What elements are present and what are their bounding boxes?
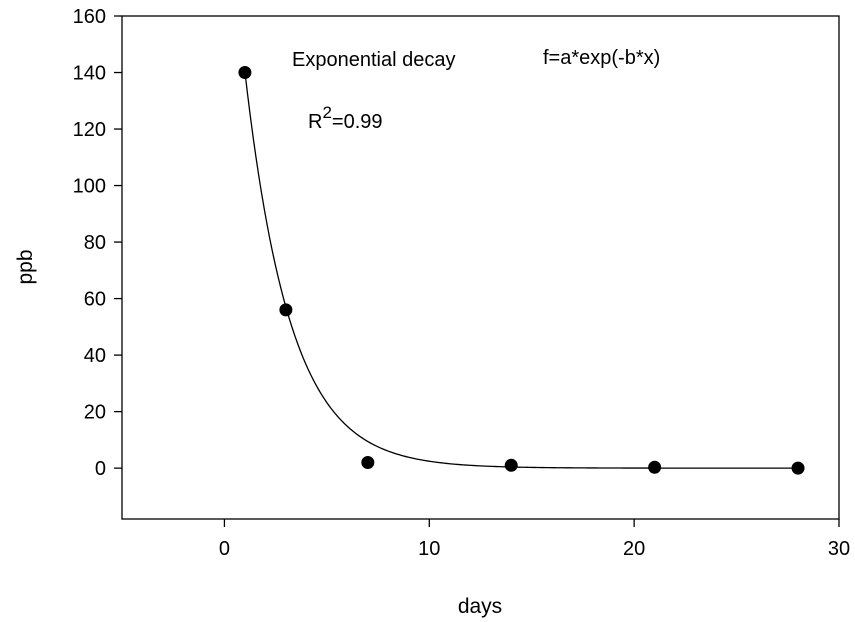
y-tick-label: 80: [84, 232, 106, 254]
y-axis-label: ppb: [14, 249, 37, 284]
y-tick-label: 0: [95, 458, 106, 480]
y-tick-label: 100: [73, 176, 106, 198]
y-tick-label: 160: [73, 6, 106, 28]
plot-frame: [121, 15, 840, 520]
data-point: [361, 455, 375, 469]
r2-prefix: R: [308, 111, 322, 133]
r2-value: =0.99: [332, 111, 383, 133]
x-tick-label: 0: [219, 538, 230, 560]
data-point: [791, 461, 805, 475]
x-tick-label: 10: [418, 538, 440, 560]
annotation-formula: f=a*exp(-b*x): [543, 47, 660, 69]
x-axis-ticks: 0 10 20 30: [219, 519, 850, 560]
x-axis-label: days: [458, 595, 502, 618]
y-tick-label: 60: [84, 289, 106, 311]
data-point: [504, 458, 518, 472]
r2-superscript: 2: [322, 103, 331, 122]
fit-curve: [244, 71, 799, 469]
data-point: [279, 303, 293, 317]
data-points: [238, 66, 805, 475]
y-tick-label: 120: [73, 119, 106, 141]
data-point: [238, 66, 252, 80]
annotation-r2: R2=0.99: [308, 103, 383, 133]
x-tick-label: 30: [828, 538, 850, 560]
x-tick-label: 20: [623, 538, 645, 560]
y-tick-label: 20: [84, 402, 106, 424]
y-axis-ticks: 0 20 40 60 80 100 120 140 160: [73, 6, 122, 480]
data-point: [648, 460, 662, 474]
annotation-model-label: Exponential decay: [292, 49, 455, 71]
y-tick-label: 40: [84, 345, 106, 367]
y-tick-label: 140: [73, 63, 106, 85]
